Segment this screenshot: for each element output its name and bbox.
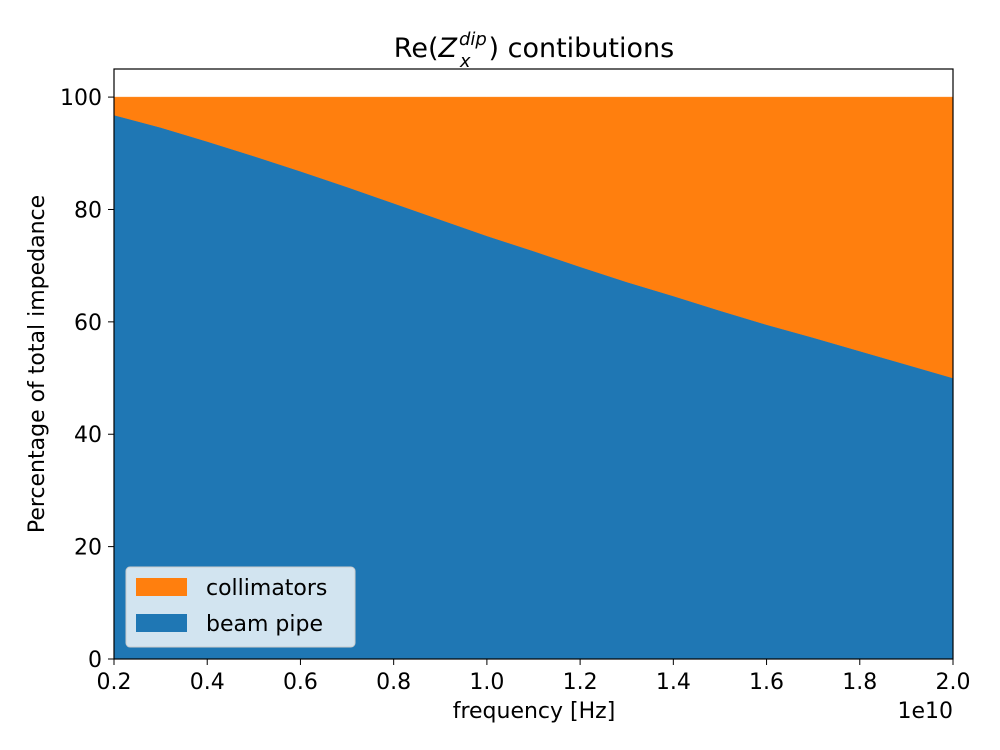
y-axis-label: Percentage of total impedance xyxy=(25,195,50,533)
x-tick-label: 1.0 xyxy=(469,670,504,695)
legend-label-collimators: collimators xyxy=(206,576,327,601)
y-tick-label: 40 xyxy=(74,423,102,448)
x-tick-label: 0.2 xyxy=(97,670,132,695)
y-tick-label: 80 xyxy=(74,198,102,223)
x-tick-label: 1.8 xyxy=(842,670,877,695)
y-tick-label: 20 xyxy=(74,536,102,561)
area-layers xyxy=(113,96,954,660)
x-tick-label: 1.6 xyxy=(749,670,784,695)
legend-swatch-collimators xyxy=(136,578,187,596)
legend: collimators beam pipe xyxy=(125,566,356,648)
y-axis-ticks: 0 20 40 60 80 100 xyxy=(60,86,114,673)
x-tick-label: 1.2 xyxy=(563,670,598,695)
chart-title: Re(Z dip x) contibutions xyxy=(394,29,674,72)
x-tick-label: 2.0 xyxy=(936,670,971,695)
x-axis-label: frequency [Hz] xyxy=(453,699,616,724)
legend-label-beam-pipe: beam pipe xyxy=(206,612,323,637)
y-tick-label: 0 xyxy=(88,648,102,673)
y-tick-label: 100 xyxy=(60,86,102,111)
x-tick-label: 1.4 xyxy=(656,670,691,695)
x-tick-label: 0.6 xyxy=(283,670,318,695)
x-axis-offset-label: 1e10 xyxy=(897,699,953,724)
plot-frame xyxy=(113,68,954,660)
y-tick-label: 60 xyxy=(74,311,102,336)
x-tick-label: 0.8 xyxy=(376,670,411,695)
x-tick-label: 0.4 xyxy=(190,670,225,695)
legend-swatch-beam-pipe xyxy=(136,614,187,632)
x-axis-ticks: 0.2 0.4 0.6 0.8 1.0 1.2 1.4 1.6 1.8 2.0 xyxy=(97,659,971,695)
